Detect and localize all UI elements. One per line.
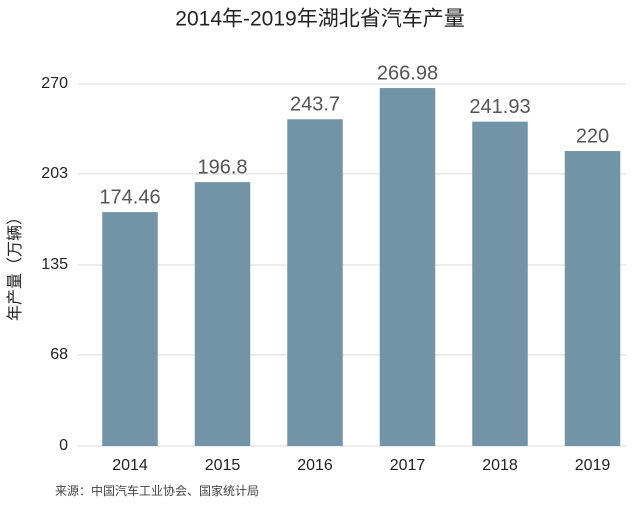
value-label: 266.98	[377, 62, 438, 84]
value-label: 243.7	[290, 94, 340, 116]
bar	[379, 88, 436, 446]
y-tick-label: 270	[41, 75, 68, 92]
value-label: 174.46	[99, 186, 160, 208]
x-tick-label: 2019	[575, 457, 611, 474]
source-note: 来源：中国汽车工业协会、国家统计局	[55, 483, 259, 498]
x-tick-label: 2018	[482, 457, 518, 474]
x-tick-label: 2016	[297, 457, 333, 474]
bar	[472, 121, 528, 447]
chart-title: 2014年-2019年湖北省汽车产量	[175, 8, 464, 31]
x-tick-label: 2015	[205, 457, 241, 474]
bar	[102, 212, 158, 446]
y-axis-label: 年产量（万辆）	[6, 209, 24, 321]
y-tick-label: 203	[41, 165, 68, 182]
bar	[287, 119, 343, 447]
value-label: 196.8	[197, 156, 247, 178]
y-tick-label: 0	[59, 437, 68, 454]
y-tick-label: 135	[41, 256, 68, 273]
x-tick-label: 2017	[390, 457, 426, 474]
x-tick-label: 2014	[112, 457, 148, 474]
y-tick-label: 68	[50, 346, 68, 363]
value-label: 241.93	[469, 96, 530, 118]
value-label: 220	[576, 125, 609, 147]
bar	[564, 151, 621, 446]
bar	[194, 182, 251, 447]
